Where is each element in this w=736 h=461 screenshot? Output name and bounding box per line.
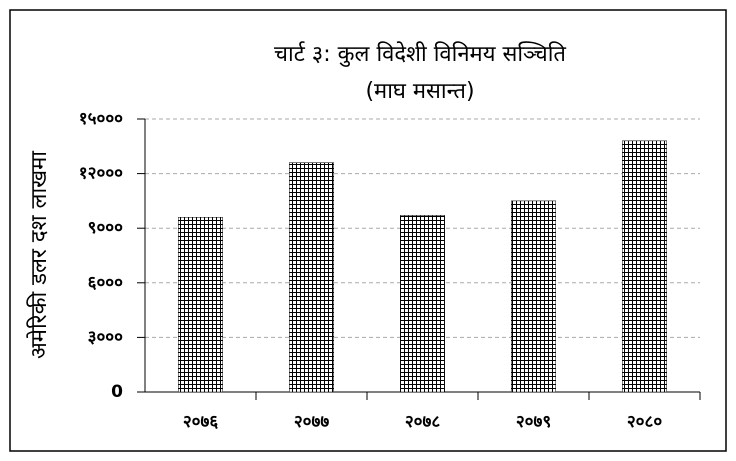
x-tick-label: २०७८ [405, 412, 441, 432]
y-tick-label: ६००० [88, 273, 124, 293]
x-tick-label: २०७७ [294, 412, 330, 432]
bar [289, 162, 334, 393]
bar [511, 200, 556, 393]
bar [622, 140, 667, 393]
y-tick-label: १५००० [79, 109, 123, 129]
chart-subtitle: (माघ मसान्त) [365, 79, 474, 104]
x-tick-label: २०७६ [183, 412, 219, 432]
y-tick-label: ९००० [88, 218, 124, 238]
y-axis-label: अमेरिकी डलर दश लाखमा [26, 151, 52, 359]
bar [400, 215, 445, 393]
y-tick-label: १२००० [79, 164, 123, 184]
x-tick-label: २०८० [627, 412, 663, 432]
x-tick-label: २०७९ [516, 412, 551, 432]
bar [178, 217, 223, 393]
chart-title: चार्ट ३: कुल विदेशी विनिमय सञ्चिति [274, 41, 566, 67]
y-tick-label: 0 [111, 382, 123, 402]
y-tick-label: ३००० [88, 327, 124, 347]
frame [9, 9, 727, 452]
